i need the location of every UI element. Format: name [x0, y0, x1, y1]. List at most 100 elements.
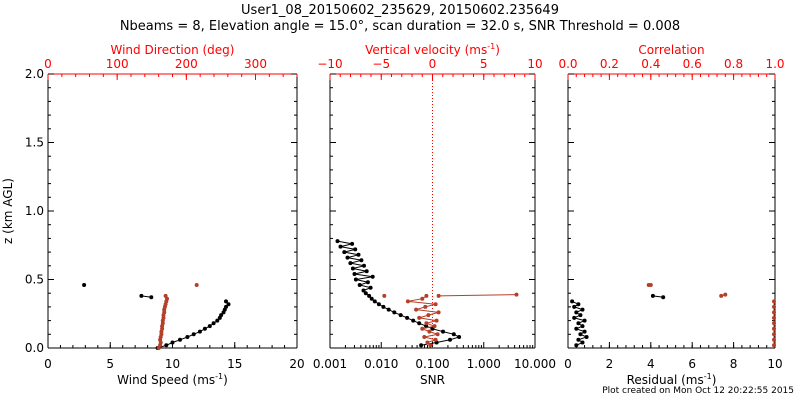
data-point	[570, 299, 575, 304]
data-point	[435, 332, 440, 337]
top-axis-label: Vertical velocity (ms-1)	[365, 42, 500, 57]
data-point	[197, 329, 202, 334]
top-axis-label: Correlation	[638, 43, 704, 57]
top-tick-label: 0.0	[558, 57, 577, 71]
data-point	[772, 343, 776, 348]
data-point	[580, 340, 585, 345]
data-point	[359, 258, 364, 263]
data-point	[368, 285, 373, 290]
data-point	[178, 337, 182, 342]
data-point	[411, 318, 416, 323]
data-point	[424, 321, 429, 326]
data-point	[650, 293, 655, 298]
data-point	[350, 241, 355, 246]
x-tick-label: 15	[227, 357, 242, 371]
x-axis-label: Wind Speed (ms-1)	[117, 372, 228, 387]
top-tick-label: 0.8	[724, 57, 743, 71]
data-point	[202, 326, 207, 331]
series-line	[438, 294, 517, 297]
data-point	[572, 304, 577, 309]
data-point	[367, 293, 372, 298]
data-point	[335, 239, 340, 244]
data-point	[353, 277, 358, 282]
x-tick-label: 1.000	[467, 357, 501, 371]
data-point	[582, 318, 587, 323]
data-point	[436, 293, 441, 298]
data-point	[357, 283, 362, 287]
x-tick-label: 0	[564, 357, 572, 371]
top-axis-label: Wind Direction (deg)	[111, 43, 235, 57]
data-point	[448, 337, 452, 342]
x-tick-label: 10.000	[514, 357, 556, 371]
data-point	[224, 304, 228, 309]
data-point	[356, 252, 361, 257]
data-point	[392, 310, 397, 315]
data-point	[425, 340, 430, 345]
data-point	[353, 247, 358, 252]
series-line	[337, 240, 461, 346]
data-point	[428, 343, 433, 348]
data-point	[164, 343, 169, 348]
data-point	[514, 292, 519, 297]
data-point	[170, 340, 175, 345]
top-tick-label: 10	[527, 57, 542, 71]
data-point	[342, 250, 347, 255]
data-point	[772, 321, 776, 326]
data-point	[433, 337, 438, 342]
data-point	[376, 302, 381, 307]
x-tick-label: 10	[767, 357, 782, 371]
data-point	[419, 343, 424, 348]
x-tick-label: 6	[688, 357, 696, 371]
data-point	[417, 315, 422, 320]
data-point	[149, 295, 154, 300]
data-point	[574, 310, 579, 315]
data-point	[648, 283, 653, 287]
x-tick-label: 8	[730, 357, 738, 371]
data-point	[580, 324, 585, 329]
data-point	[432, 324, 437, 329]
data-point	[226, 302, 231, 307]
data-point	[224, 299, 228, 304]
data-point	[576, 302, 581, 307]
data-point	[191, 332, 196, 337]
x-tick-label: 0	[44, 357, 52, 371]
data-point	[719, 293, 724, 298]
data-point	[364, 269, 369, 274]
data-point	[574, 343, 579, 348]
data-point	[578, 313, 583, 318]
x-tick-label: 0.010	[364, 357, 398, 371]
data-point	[424, 293, 429, 298]
x-axis-label: Residual (ms-1)	[627, 372, 717, 387]
data-point	[185, 335, 190, 339]
data-point	[382, 293, 387, 298]
x-axis-label: SNR	[420, 373, 445, 387]
data-point	[352, 272, 357, 276]
data-point	[772, 337, 776, 342]
data-point	[436, 310, 441, 315]
data-point	[372, 299, 377, 304]
data-point	[772, 299, 776, 304]
data-point	[163, 293, 168, 298]
x-tick-label: 20	[289, 357, 304, 371]
top-tick-label: 0	[44, 57, 52, 71]
top-tick-label: 100	[106, 57, 129, 71]
top-tick-label: 300	[244, 57, 267, 71]
data-point	[348, 261, 353, 266]
x-tick-label: 5	[106, 357, 114, 371]
top-tick-label: 0.2	[600, 57, 619, 71]
data-point	[414, 307, 419, 312]
data-point	[578, 332, 583, 337]
data-point	[405, 315, 410, 320]
data-point	[361, 288, 366, 293]
x-tick-label: 0.100	[415, 357, 449, 371]
data-point	[451, 332, 456, 337]
data-point	[365, 280, 370, 285]
data-point	[162, 310, 167, 315]
data-point	[772, 310, 776, 315]
top-tick-label: 5	[480, 57, 488, 71]
data-point	[582, 329, 587, 334]
y-tick-label: 1.5	[25, 136, 44, 150]
top-tick-label: −5	[372, 57, 390, 71]
data-point	[772, 332, 776, 337]
top-tick-label: 200	[175, 57, 198, 71]
